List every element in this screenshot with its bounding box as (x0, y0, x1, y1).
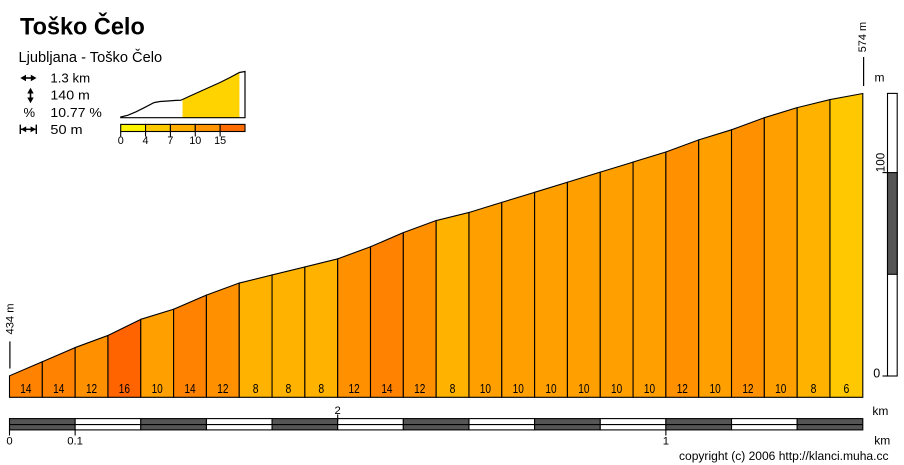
svg-text:2: 2 (335, 405, 341, 417)
svg-text:8: 8 (286, 382, 292, 396)
svg-text:8: 8 (811, 382, 817, 396)
svg-text:6: 6 (843, 382, 849, 396)
svg-text:10: 10 (152, 382, 163, 396)
svg-text:10: 10 (710, 382, 721, 396)
svg-text:10: 10 (189, 135, 201, 147)
svg-text:0.1: 0.1 (67, 436, 83, 448)
svg-text:m: m (875, 71, 885, 85)
svg-text:1.3 km: 1.3 km (50, 71, 90, 85)
svg-text:12: 12 (86, 382, 97, 396)
svg-text:Ljubljana - Toško Čelo: Ljubljana - Toško Čelo (19, 49, 163, 66)
svg-text:574 m: 574 m (857, 22, 869, 52)
svg-text:7: 7 (167, 135, 173, 147)
svg-text:10: 10 (775, 382, 786, 396)
svg-text:km: km (874, 434, 890, 448)
svg-text:0: 0 (118, 135, 124, 147)
svg-text:12: 12 (217, 382, 228, 396)
svg-text:12: 12 (414, 382, 425, 396)
svg-text:10: 10 (513, 382, 524, 396)
svg-text:12: 12 (677, 382, 688, 396)
svg-text:8: 8 (318, 382, 324, 396)
svg-text:0: 0 (6, 436, 12, 448)
svg-text:copyright (c) 2006 http://klan: copyright (c) 2006 http://klanci.muha.cc (679, 449, 889, 463)
svg-text:16: 16 (119, 382, 130, 396)
svg-text:10: 10 (545, 382, 556, 396)
svg-text:4: 4 (143, 135, 149, 147)
svg-text:8: 8 (253, 382, 259, 396)
svg-text:15: 15 (214, 135, 226, 147)
svg-text:%: % (24, 105, 36, 120)
svg-text:434 m: 434 m (5, 304, 17, 335)
svg-text:10: 10 (644, 382, 655, 396)
svg-text:10: 10 (578, 382, 589, 396)
svg-text:100: 100 (874, 153, 887, 172)
svg-text:12: 12 (742, 382, 753, 396)
svg-text:Toško Čelo: Toško Čelo (20, 12, 145, 40)
svg-text:12: 12 (349, 382, 360, 396)
svg-text:8: 8 (450, 382, 456, 396)
svg-text:14: 14 (381, 382, 392, 396)
svg-text:140 m: 140 m (50, 89, 90, 103)
svg-text:14: 14 (20, 382, 31, 396)
svg-text:14: 14 (53, 382, 64, 396)
svg-text:10: 10 (611, 382, 622, 396)
svg-text:0: 0 (873, 366, 880, 380)
svg-text:50 m: 50 m (50, 123, 82, 137)
svg-text:km: km (872, 404, 888, 418)
svg-text:1: 1 (663, 436, 669, 448)
svg-text:10: 10 (480, 382, 491, 396)
svg-text:14: 14 (184, 382, 195, 396)
svg-text:10.77 %: 10.77 % (50, 106, 102, 120)
